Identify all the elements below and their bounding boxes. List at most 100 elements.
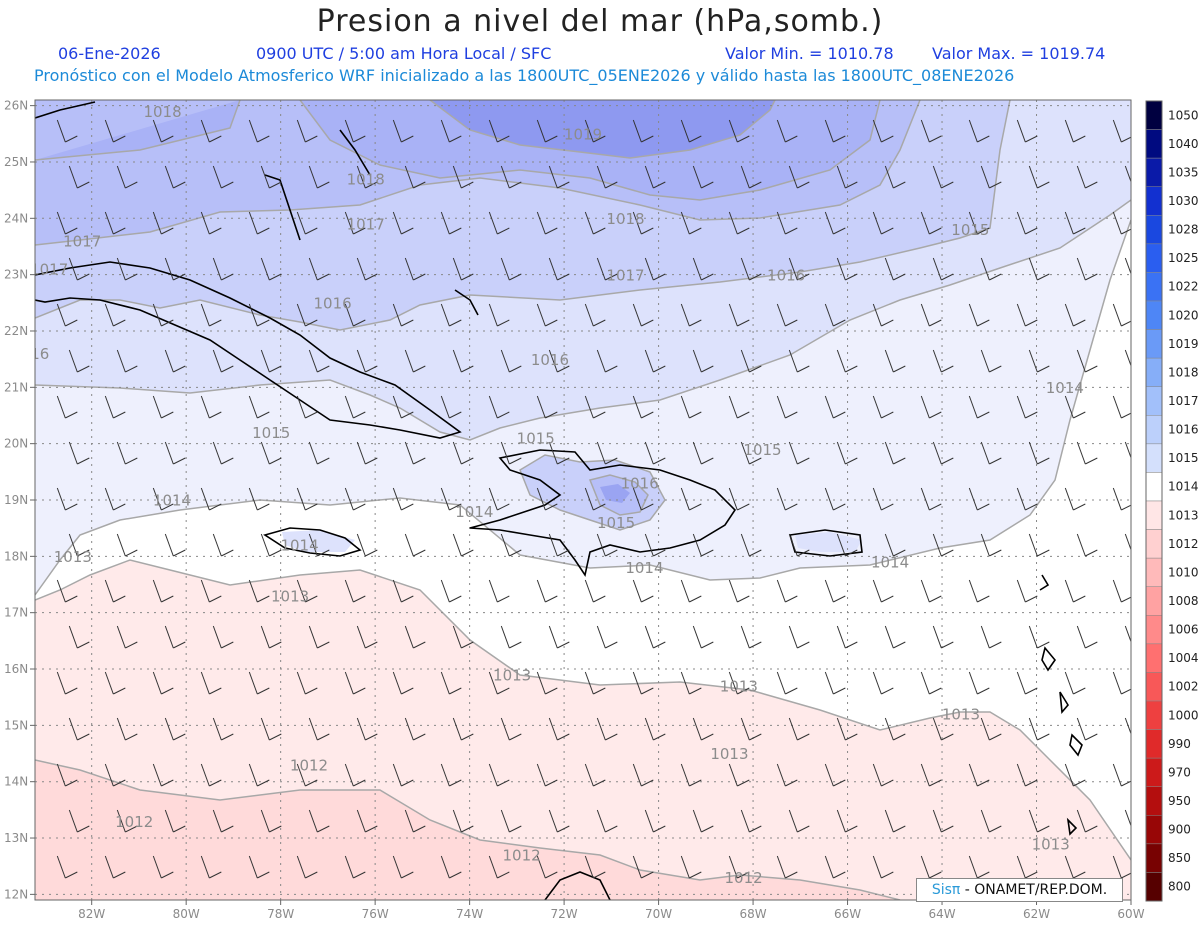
colorbar-label: 1006 [1168, 623, 1199, 637]
wind-barb [260, 533, 282, 557]
wind-barb [68, 257, 90, 281]
colorbar-label: 1014 [1168, 480, 1199, 494]
wind-barb [248, 763, 270, 787]
wind-barb [344, 303, 366, 327]
colorbar-label: 1050 [1168, 108, 1199, 122]
wind-barb [692, 809, 714, 833]
wind-barb [632, 763, 654, 787]
wind-barb [392, 763, 414, 787]
wind-barb [152, 671, 174, 695]
wind-barb [200, 763, 222, 787]
wind-barb [932, 165, 954, 189]
wind-barb [932, 533, 954, 557]
lon-label: 70W [645, 907, 672, 921]
colorbar-swatch [1145, 843, 1163, 873]
wind-barb [872, 671, 894, 695]
wind-barb [680, 303, 702, 327]
wind-barb [248, 303, 270, 327]
wind-barb [632, 671, 654, 695]
wind-barb [452, 257, 474, 281]
wind-barb [680, 855, 702, 879]
wind-barb [1028, 625, 1050, 649]
wind-barb [152, 763, 174, 787]
wind-barb [440, 763, 462, 787]
wind-barb [1016, 119, 1038, 143]
contour-label: 1016 [314, 294, 352, 312]
forecast-description: Pronóstico con el Modelo Atmosferico WRF… [34, 66, 1015, 85]
colorbar-swatch [1145, 557, 1163, 587]
wind-barb [1064, 579, 1086, 603]
wind-barb [116, 809, 138, 833]
colorbar-label: 1028 [1168, 223, 1199, 237]
wind-barb [152, 855, 174, 879]
colorbar-label: 1040 [1168, 137, 1199, 151]
wind-barb [56, 395, 78, 419]
wind-barb [1112, 303, 1131, 327]
lon-label: 80W [173, 907, 200, 921]
wind-barb [644, 441, 666, 465]
contour-label: 1013 [1032, 835, 1070, 853]
wind-barb [824, 119, 846, 143]
wind-barb [920, 303, 942, 327]
wind-barb [536, 211, 558, 235]
wind-barb [932, 625, 954, 649]
lat-label: 19N [4, 493, 28, 507]
wind-barb [776, 763, 798, 787]
contour-label: 1018 [347, 171, 385, 189]
wind-barb [632, 395, 654, 419]
wind-barb [932, 717, 954, 741]
wind-barb [836, 533, 858, 557]
wind-barb [872, 579, 894, 603]
wind-barb [488, 855, 510, 879]
wind-barb [308, 533, 330, 557]
wind-barb [116, 625, 138, 649]
wind-barb [56, 855, 78, 879]
wind-barb [308, 349, 330, 373]
wind-barb [980, 717, 1002, 741]
wind-barb [344, 671, 366, 695]
wind-barb [488, 579, 510, 603]
wind-barb [548, 349, 570, 373]
wind-barb [968, 487, 990, 511]
wind-barb [356, 165, 378, 189]
wind-barb [1016, 855, 1038, 879]
colorbar-label: 1016 [1168, 423, 1199, 437]
wind-barb [344, 487, 366, 511]
wind-barb [56, 579, 78, 603]
wind-barb [500, 165, 522, 189]
lon-label: 78W [267, 907, 294, 921]
wind-barb [260, 257, 282, 281]
wind-barb [776, 671, 798, 695]
wind-barb [164, 717, 186, 741]
lon-label: 68W [739, 907, 766, 921]
wind-barb [104, 855, 126, 879]
wind-barb [884, 717, 906, 741]
wind-barb [200, 211, 222, 235]
wind-barb [56, 119, 78, 143]
wind-barb [1124, 717, 1131, 736]
contour-label: 1013 [942, 706, 980, 724]
wind-barb [968, 579, 990, 603]
wind-barb [200, 855, 222, 879]
wind-barb [884, 257, 906, 281]
wind-barb [1064, 763, 1086, 787]
wind-barb [116, 165, 138, 189]
wind-barb [692, 625, 714, 649]
coastlines [35, 101, 1083, 900]
wind-barb [920, 855, 942, 879]
wind-barb [356, 533, 378, 557]
wind-barb [200, 303, 222, 327]
wind-barb [488, 487, 510, 511]
wind-barb [980, 809, 1002, 833]
wind-barb [248, 119, 270, 143]
contour-label: 1014 [871, 554, 909, 572]
colorbar-swatch [1145, 415, 1163, 445]
contour-label: 1016 [767, 266, 805, 284]
wind-barb [440, 671, 462, 695]
wind-barb [692, 717, 714, 741]
wind-barb [788, 257, 810, 281]
wind-barb [584, 671, 606, 695]
wind-barb [788, 441, 810, 465]
wind-barb [344, 119, 366, 143]
longitude-labels: 82W 80W 78W 76W 74W 72W 70W 68W 66W 64W 62W 60W [78, 900, 1145, 921]
